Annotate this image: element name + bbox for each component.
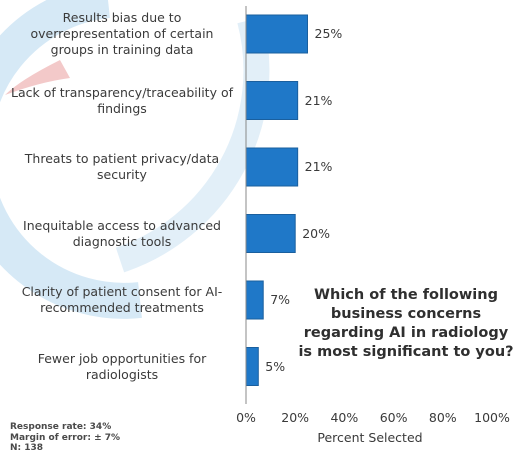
bar-1	[245, 81, 299, 120]
bar-2	[245, 147, 299, 187]
bar-0	[245, 14, 308, 54]
category-label-4: Clarity of patient consent for AI-recomm…	[4, 284, 240, 316]
category-label-line: Inequitable access to advanced	[23, 217, 221, 233]
category-label-2: Threats to patient privacy/data security	[4, 151, 240, 183]
bar-3	[245, 214, 296, 253]
value-label-5: 5%	[265, 358, 286, 374]
response-rate: Response rate: 34%	[10, 422, 112, 432]
value-label-3: 20%	[302, 225, 330, 241]
category-label-1: Lack of transparency/traceability of find…	[4, 85, 240, 117]
x-tick-label-2: 40%	[330, 410, 359, 425]
category-label-3: Inequitable access to advanced diagnostic…	[4, 218, 240, 250]
value-label-4: 7%	[270, 292, 291, 307]
survey-question: Which of the following business concerns…	[298, 287, 514, 360]
sample-size: N: 138	[10, 443, 44, 453]
category-label-line: Results bias due to	[62, 10, 182, 25]
category-label-5: Fewer job opportunities for radiologists	[4, 351, 240, 383]
category-label-line: groups in training data	[50, 42, 194, 57]
category-label-line: security	[97, 167, 147, 182]
category-label-line: Threats to patient privacy/data	[24, 151, 220, 166]
category-label-line: Lack of transparency/traceability of	[10, 84, 233, 100]
x-tick-label-0: 0%	[236, 410, 256, 425]
category-label-line: recommended treatments	[40, 300, 204, 315]
x-tick-label-5: 100%	[474, 410, 510, 425]
bar-5	[245, 347, 259, 386]
category-label-line: Clarity of patient consent for AI-	[21, 284, 223, 299]
footnotes: Response rate: 34% Margin of error: ± 7%…	[10, 422, 120, 454]
bar-4	[245, 280, 264, 320]
background-logo-watermark	[0, 0, 270, 319]
margin-of-error: Margin of error: ± 7%	[10, 432, 121, 443]
category-label-line: Fewer job opportunities for	[37, 350, 207, 366]
value-label-0: 25%	[314, 26, 343, 41]
category-label-line: findings	[97, 100, 147, 116]
x-tick-label-3: 60%	[379, 410, 408, 425]
category-label-line: diagnostic tools	[72, 233, 172, 249]
x-tick-label-4: 80%	[428, 410, 457, 425]
x-axis-title: Percent Selected	[317, 430, 423, 445]
value-label-1: 21%	[304, 92, 333, 108]
category-label-line: overrepresentation of certain	[30, 26, 214, 41]
category-label-0: Results bias due to overrepresentation of…	[4, 10, 240, 58]
value-label-2: 21%	[304, 159, 333, 174]
category-label-line: radiologists	[85, 366, 159, 382]
x-tick-label-1: 20%	[281, 410, 310, 425]
